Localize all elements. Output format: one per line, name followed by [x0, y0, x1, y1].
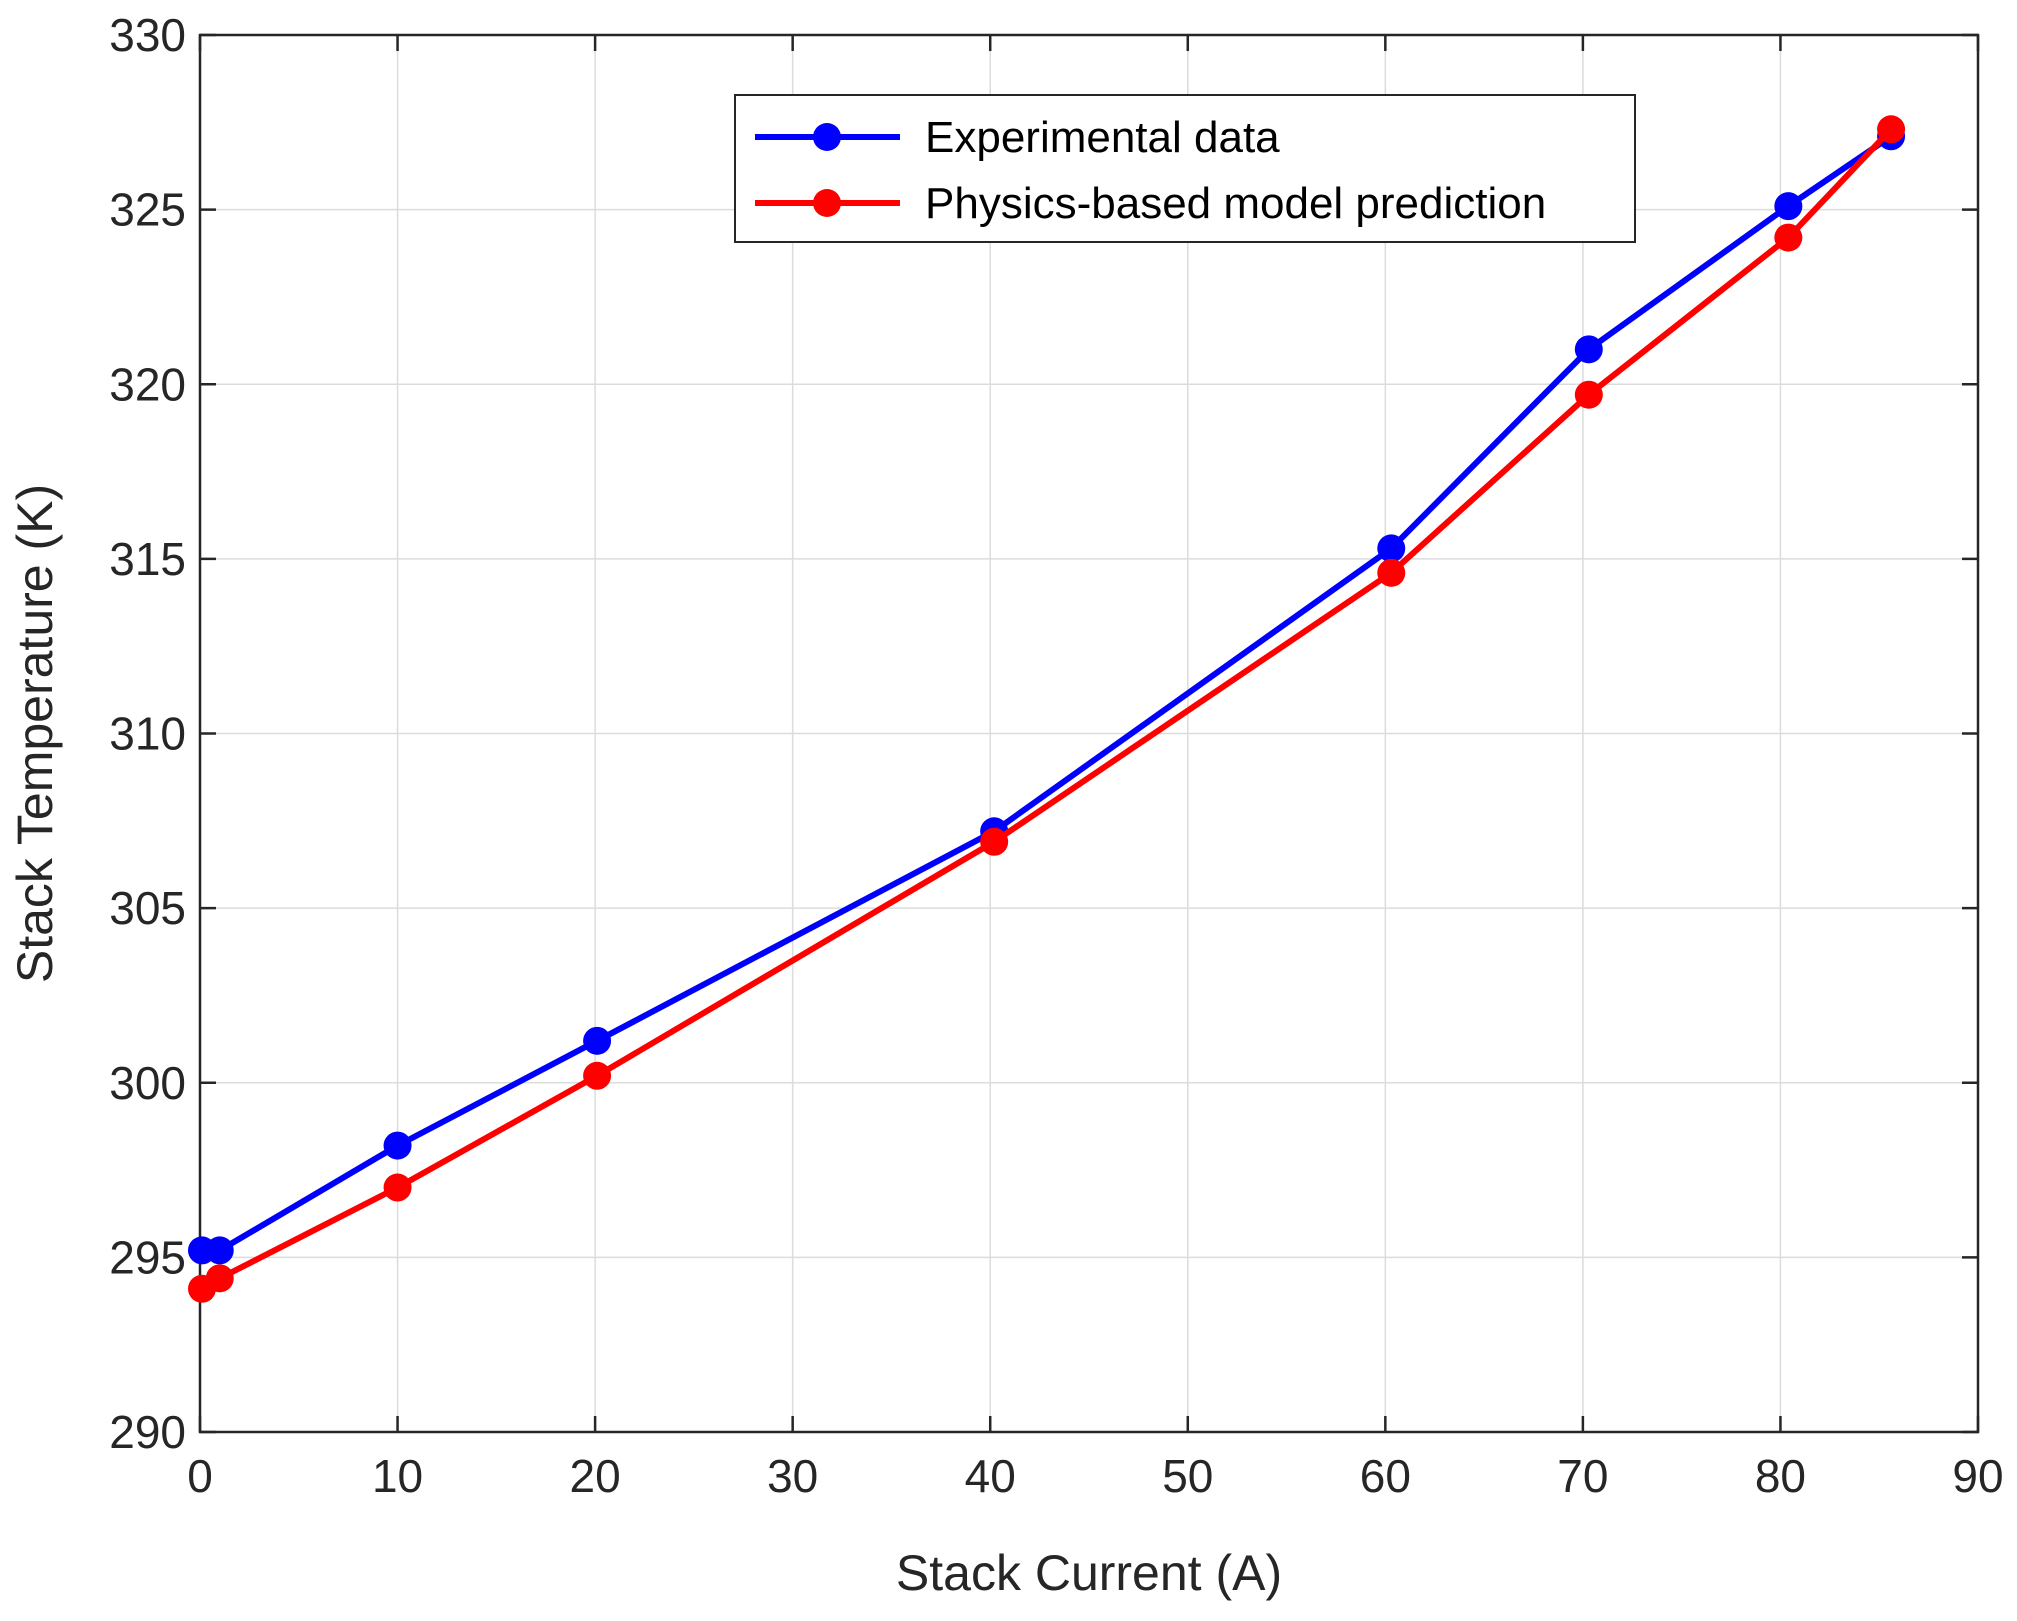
x-tick-labels: 0 10 20 30 40 50 60 70 80 90	[187, 1450, 2003, 1502]
y-tick-label: 305	[109, 882, 186, 934]
y-axis-label: Stack Temperature (K)	[7, 484, 63, 983]
legend-label-experimental: Experimental data	[925, 113, 1280, 162]
series-0-point	[1574, 335, 1603, 364]
y-tick-label: 310	[109, 708, 186, 760]
x-tick-label: 20	[570, 1450, 621, 1502]
x-tick-label: 60	[1360, 1450, 1411, 1502]
y-tick-label: 290	[109, 1406, 186, 1458]
legend: Experimental data Physics-based model pr…	[734, 94, 1636, 243]
x-tick-label: 40	[965, 1450, 1016, 1502]
legend-marker-model	[813, 189, 841, 217]
series-layer	[187, 115, 1906, 1303]
y-tick-label: 300	[109, 1057, 186, 1109]
x-tick-label: 0	[187, 1450, 213, 1502]
series-1-point	[383, 1173, 412, 1202]
y-tick-label: 330	[109, 9, 186, 61]
axis-ticks	[198, 33, 1980, 1434]
x-tick-label: 90	[1952, 1450, 2003, 1502]
series-0-point	[383, 1131, 412, 1160]
series-1-point	[1877, 115, 1906, 144]
y-tick-label: 320	[109, 358, 186, 410]
series-0-point	[1774, 192, 1803, 221]
x-tick-label: 10	[372, 1450, 423, 1502]
series-1-point	[205, 1264, 234, 1293]
series-1-point	[1574, 380, 1603, 409]
series-1-point	[583, 1061, 612, 1090]
series-0-point	[1377, 534, 1406, 563]
x-tick-label: 30	[767, 1450, 818, 1502]
x-tick-label: 80	[1755, 1450, 1806, 1502]
series-0-point	[205, 1236, 234, 1265]
x-tick-label: 70	[1557, 1450, 1608, 1502]
y-tick-label: 315	[109, 533, 186, 585]
x-axis-label: Stack Current (A)	[896, 1545, 1282, 1601]
y-tick-label: 325	[109, 184, 186, 236]
legend-box	[734, 94, 1636, 243]
x-tick-label: 50	[1162, 1450, 1213, 1502]
legend-marker-experimental	[813, 123, 841, 151]
series-1-point	[980, 827, 1009, 856]
y-tick-labels: 290 295 300 305 310 315 320 325 330	[109, 9, 186, 1458]
series-1-point	[1377, 558, 1406, 587]
series-1-point	[1774, 223, 1803, 252]
y-tick-label: 295	[109, 1231, 186, 1283]
series-0-point	[583, 1026, 612, 1055]
legend-label-model: Physics-based model prediction	[925, 179, 1546, 228]
